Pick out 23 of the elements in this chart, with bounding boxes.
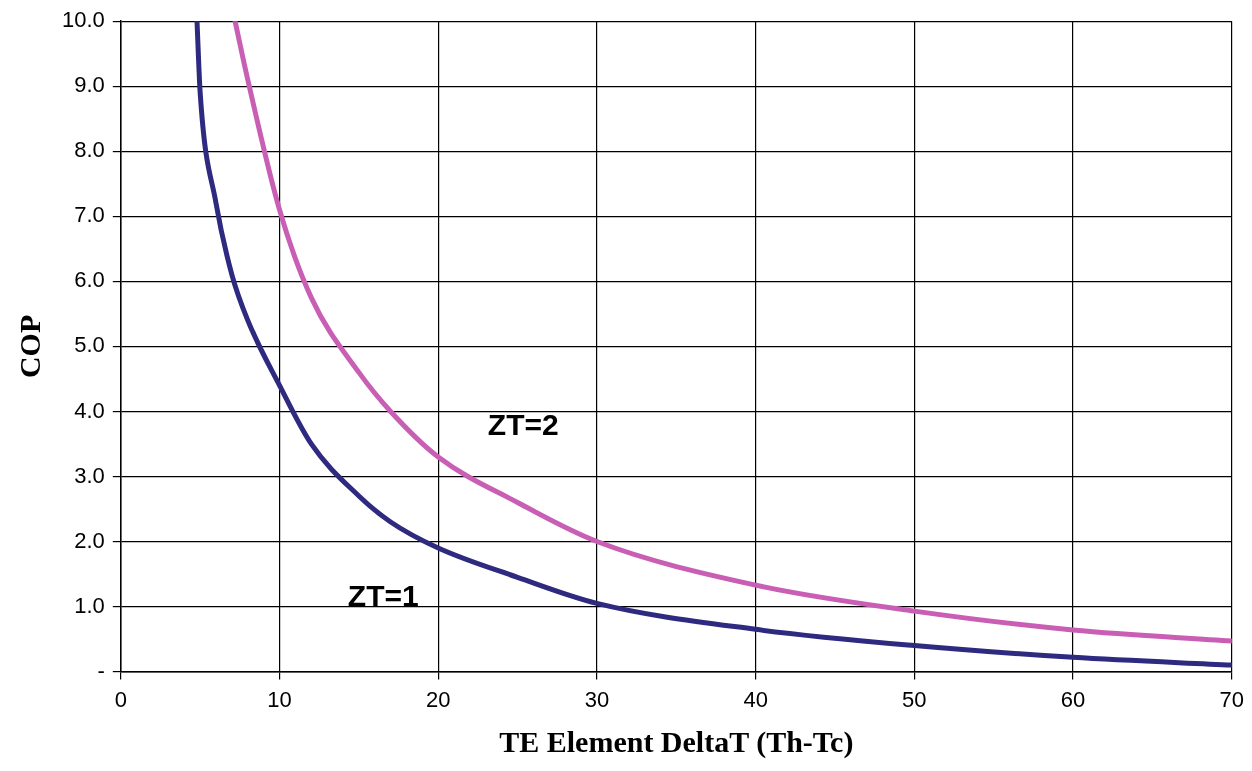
x-tick-label: 60 xyxy=(1060,686,1086,712)
y-tick-label: - xyxy=(97,657,105,683)
x-tick-label: 50 xyxy=(902,686,927,712)
y-axis-title: COP xyxy=(12,314,46,379)
y-tick-label: 3.0 xyxy=(74,462,105,488)
y-tick-label: 5.0 xyxy=(74,332,105,358)
x-axis-title: TE Element DeltaT (Th-Tc) xyxy=(499,724,854,759)
x-tick-label: 30 xyxy=(584,686,610,712)
y-tick-label: 1.0 xyxy=(74,592,105,618)
y-tick-label: 8.0 xyxy=(74,137,105,163)
x-tick-label: 10 xyxy=(267,686,292,712)
y-tick-label: 7.0 xyxy=(74,202,105,228)
x-tick-label: 70 xyxy=(1219,686,1245,712)
y-tick-label: 6.0 xyxy=(74,267,105,293)
x-tick-label: 20 xyxy=(425,686,451,712)
series-label: ZT=2 xyxy=(487,408,559,442)
series-label: ZT=1 xyxy=(347,579,419,613)
x-tick-label: 0 xyxy=(114,686,127,712)
y-tick-label: 10.0 xyxy=(61,7,105,33)
y-tick-label: 9.0 xyxy=(74,72,105,98)
x-tick-label: 40 xyxy=(743,686,768,712)
y-tick-label: 2.0 xyxy=(74,527,105,553)
y-tick-label: 4.0 xyxy=(74,397,105,423)
